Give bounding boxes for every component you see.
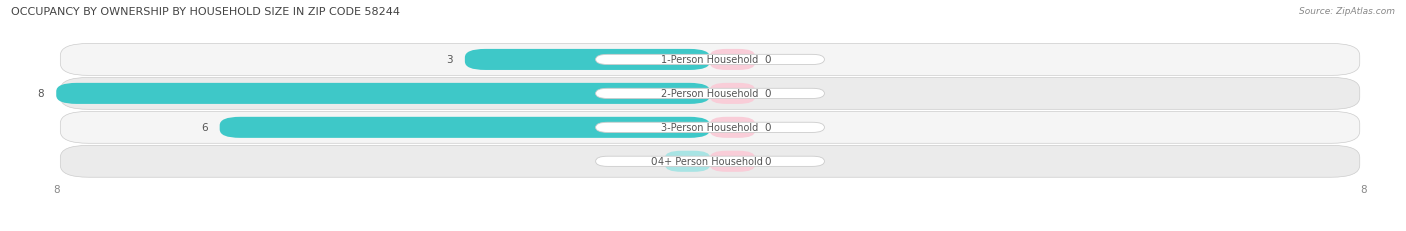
FancyBboxPatch shape — [710, 117, 755, 138]
Text: 6: 6 — [201, 123, 208, 133]
Text: 3-Person Household: 3-Person Household — [661, 123, 759, 133]
FancyBboxPatch shape — [56, 83, 710, 104]
FancyBboxPatch shape — [219, 117, 710, 138]
FancyBboxPatch shape — [60, 78, 1360, 110]
FancyBboxPatch shape — [710, 151, 755, 172]
FancyBboxPatch shape — [60, 146, 1360, 177]
FancyBboxPatch shape — [710, 83, 755, 104]
FancyBboxPatch shape — [465, 50, 710, 71]
Text: OCCUPANCY BY OWNERSHIP BY HOUSEHOLD SIZE IN ZIP CODE 58244: OCCUPANCY BY OWNERSHIP BY HOUSEHOLD SIZE… — [11, 7, 401, 17]
FancyBboxPatch shape — [60, 112, 1360, 144]
FancyBboxPatch shape — [665, 151, 710, 172]
Text: 0: 0 — [765, 89, 772, 99]
Text: 0: 0 — [651, 157, 657, 167]
Text: 0: 0 — [765, 157, 772, 167]
Text: 4+ Person Household: 4+ Person Household — [658, 157, 762, 167]
Text: Source: ZipAtlas.com: Source: ZipAtlas.com — [1299, 7, 1395, 16]
FancyBboxPatch shape — [596, 123, 824, 133]
FancyBboxPatch shape — [710, 50, 755, 71]
FancyBboxPatch shape — [596, 55, 824, 65]
FancyBboxPatch shape — [596, 157, 824, 167]
Text: 3: 3 — [446, 55, 453, 65]
Text: 1-Person Household: 1-Person Household — [661, 55, 759, 65]
FancyBboxPatch shape — [60, 44, 1360, 76]
Text: 0: 0 — [765, 123, 772, 133]
Text: 2-Person Household: 2-Person Household — [661, 89, 759, 99]
Text: 8: 8 — [38, 89, 44, 99]
FancyBboxPatch shape — [596, 89, 824, 99]
Text: 0: 0 — [765, 55, 772, 65]
